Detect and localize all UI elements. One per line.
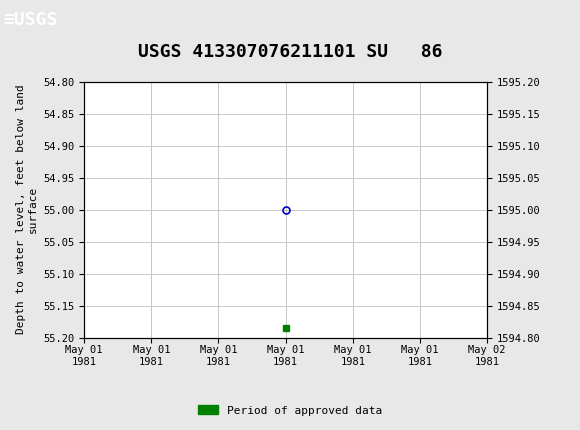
Text: USGS 413307076211101 SU   86: USGS 413307076211101 SU 86 — [138, 43, 442, 61]
Y-axis label: Depth to water level, feet below land
surface: Depth to water level, feet below land su… — [16, 85, 38, 335]
Text: ≡USGS: ≡USGS — [3, 12, 57, 29]
Legend: Period of approved data: Period of approved data — [194, 401, 386, 420]
